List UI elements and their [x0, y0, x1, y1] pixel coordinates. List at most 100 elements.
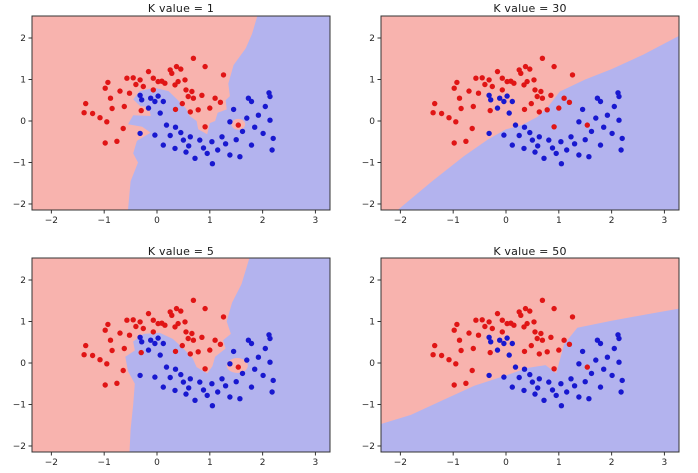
data-point [137, 319, 143, 325]
subplot-k30-title: K value = 30 [493, 2, 567, 15]
region-blue [397, 35, 679, 210]
axes-spines [380, 15, 680, 211]
data-point [227, 119, 233, 125]
data-point [173, 305, 180, 312]
data-point [534, 93, 540, 100]
data-point [539, 297, 546, 303]
data-point [535, 143, 541, 149]
data-point [486, 130, 492, 137]
data-point [157, 110, 163, 116]
data-point [541, 397, 547, 403]
data-point [521, 387, 527, 394]
y-tick-label: 0 [369, 117, 375, 127]
data-point [172, 106, 179, 113]
data-point [195, 107, 201, 113]
data-point [175, 320, 181, 327]
data-point [173, 63, 180, 70]
data-point [532, 149, 538, 155]
data-point [527, 371, 533, 378]
data-point [172, 124, 179, 130]
data-point [566, 341, 573, 347]
data-point [190, 337, 197, 343]
data-point [195, 349, 201, 355]
data-point [230, 348, 237, 355]
data-point [126, 332, 133, 338]
data-point [584, 364, 590, 370]
data-point [172, 366, 179, 372]
data-point [107, 95, 114, 101]
data-point [182, 77, 188, 83]
data-point [486, 92, 492, 99]
data-point [501, 340, 507, 347]
y-tick-label: −1 [362, 400, 375, 410]
data-point [597, 98, 604, 105]
data-point [89, 352, 96, 359]
data-point [576, 394, 582, 400]
data-point [255, 112, 262, 118]
data-point [531, 77, 537, 83]
data-point [564, 389, 570, 395]
data-point [509, 98, 515, 105]
data-point [192, 155, 198, 161]
data-point [152, 374, 158, 380]
y-tick-label: −2 [362, 200, 375, 210]
data-point [479, 75, 485, 81]
data-point [504, 335, 510, 341]
data-point [593, 115, 599, 121]
data-point [140, 83, 146, 90]
data-point [611, 103, 617, 110]
data-point [185, 93, 191, 100]
y-tick-label: 1 [369, 317, 375, 327]
data-point [466, 88, 472, 94]
data-point [182, 319, 188, 325]
data-point [239, 370, 246, 377]
data-point [140, 325, 146, 332]
data-point [89, 110, 96, 117]
data-point [179, 342, 185, 349]
data-point [576, 361, 582, 367]
data-point [204, 392, 210, 399]
data-point [601, 124, 607, 130]
data-point [482, 323, 488, 330]
data-point [511, 322, 517, 328]
data-point [222, 383, 229, 389]
data-point [593, 357, 599, 363]
data-point [488, 339, 494, 345]
y-tick-label: −2 [362, 442, 375, 452]
y-tick-label: 0 [369, 359, 375, 369]
data-point [215, 389, 221, 395]
data-point [97, 115, 103, 121]
data-point [451, 140, 457, 146]
data-point [81, 352, 87, 358]
x-tick-label: −1 [98, 458, 111, 468]
data-point [538, 88, 544, 95]
x-tick-label: 3 [662, 458, 668, 468]
data-point [454, 321, 460, 328]
data-point [564, 147, 570, 153]
class-red-points [81, 55, 241, 146]
data-point [489, 83, 495, 90]
decision-regions [381, 258, 679, 452]
data-point [549, 387, 556, 393]
data-point [558, 139, 564, 145]
data-point [269, 147, 275, 153]
data-point [152, 132, 158, 138]
x-tick-label: 3 [662, 216, 668, 226]
y-tick-label: 2 [369, 276, 375, 286]
data-point [501, 132, 507, 138]
subplot-k30: K value = 30 −2 −1 0 1 2 3 −2 −1 0 1 2 [349, 0, 698, 237]
data-point [139, 97, 145, 103]
data-point [518, 70, 524, 77]
y-tick-label: 1 [369, 75, 375, 85]
data-point [458, 347, 464, 354]
data-point [252, 124, 258, 130]
data-point [190, 55, 197, 61]
data-point [601, 366, 607, 372]
data-point [529, 137, 536, 143]
data-point [619, 135, 625, 142]
region-blue [125, 258, 330, 452]
data-point [527, 66, 533, 72]
data-point [185, 335, 191, 342]
data-point [178, 371, 184, 378]
data-point [109, 347, 115, 354]
